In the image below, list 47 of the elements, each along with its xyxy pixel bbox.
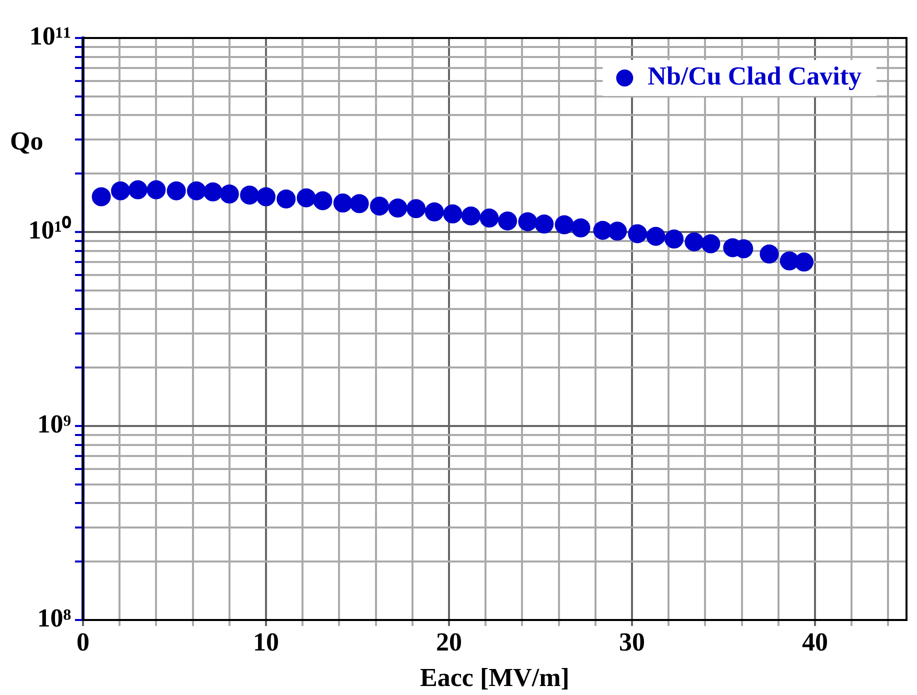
- point: [128, 180, 148, 200]
- y-tick-label: 10¹¹: [29, 22, 71, 51]
- point: [760, 244, 779, 264]
- x-tick-label: 0: [76, 627, 90, 656]
- x-tick-label: 10: [253, 627, 279, 656]
- point: [646, 226, 666, 246]
- y-axis-title: Qo: [10, 126, 44, 156]
- point: [534, 214, 554, 234]
- point: [203, 182, 222, 202]
- point: [461, 206, 480, 226]
- point: [370, 196, 389, 216]
- y-tick-label: 10¹⁰: [28, 216, 72, 245]
- point: [146, 180, 166, 200]
- x-axis-title: Eacc [MV/m]: [420, 663, 570, 692]
- point: [406, 199, 426, 218]
- y-tick-label: 10⁹: [37, 410, 72, 439]
- point: [664, 230, 684, 249]
- point: [350, 194, 369, 214]
- x-tick-label: 20: [436, 627, 462, 656]
- point: [240, 186, 260, 205]
- legend-label: Nb/Cu Clad Cavity: [648, 62, 862, 91]
- point: [518, 212, 538, 232]
- point: [498, 211, 518, 230]
- point: [166, 181, 186, 200]
- point: [554, 215, 574, 234]
- point: [571, 218, 590, 238]
- point: [333, 194, 352, 213]
- point: [313, 191, 332, 210]
- point: [256, 187, 276, 206]
- point: [443, 204, 462, 224]
- point: [701, 234, 720, 254]
- point: [111, 181, 130, 200]
- point: [684, 232, 704, 252]
- point: [186, 181, 206, 200]
- point: [276, 189, 296, 208]
- point: [92, 187, 111, 206]
- point: [296, 188, 316, 208]
- point: [628, 224, 647, 244]
- x-tick-label: 30: [619, 627, 645, 656]
- point: [794, 252, 814, 272]
- point: [388, 198, 408, 218]
- point: [608, 222, 627, 241]
- x-tick-label: 40: [802, 627, 828, 656]
- point: [424, 202, 444, 222]
- point: [220, 184, 239, 204]
- y-tick-label: 10⁸: [37, 604, 72, 633]
- point: [480, 208, 499, 228]
